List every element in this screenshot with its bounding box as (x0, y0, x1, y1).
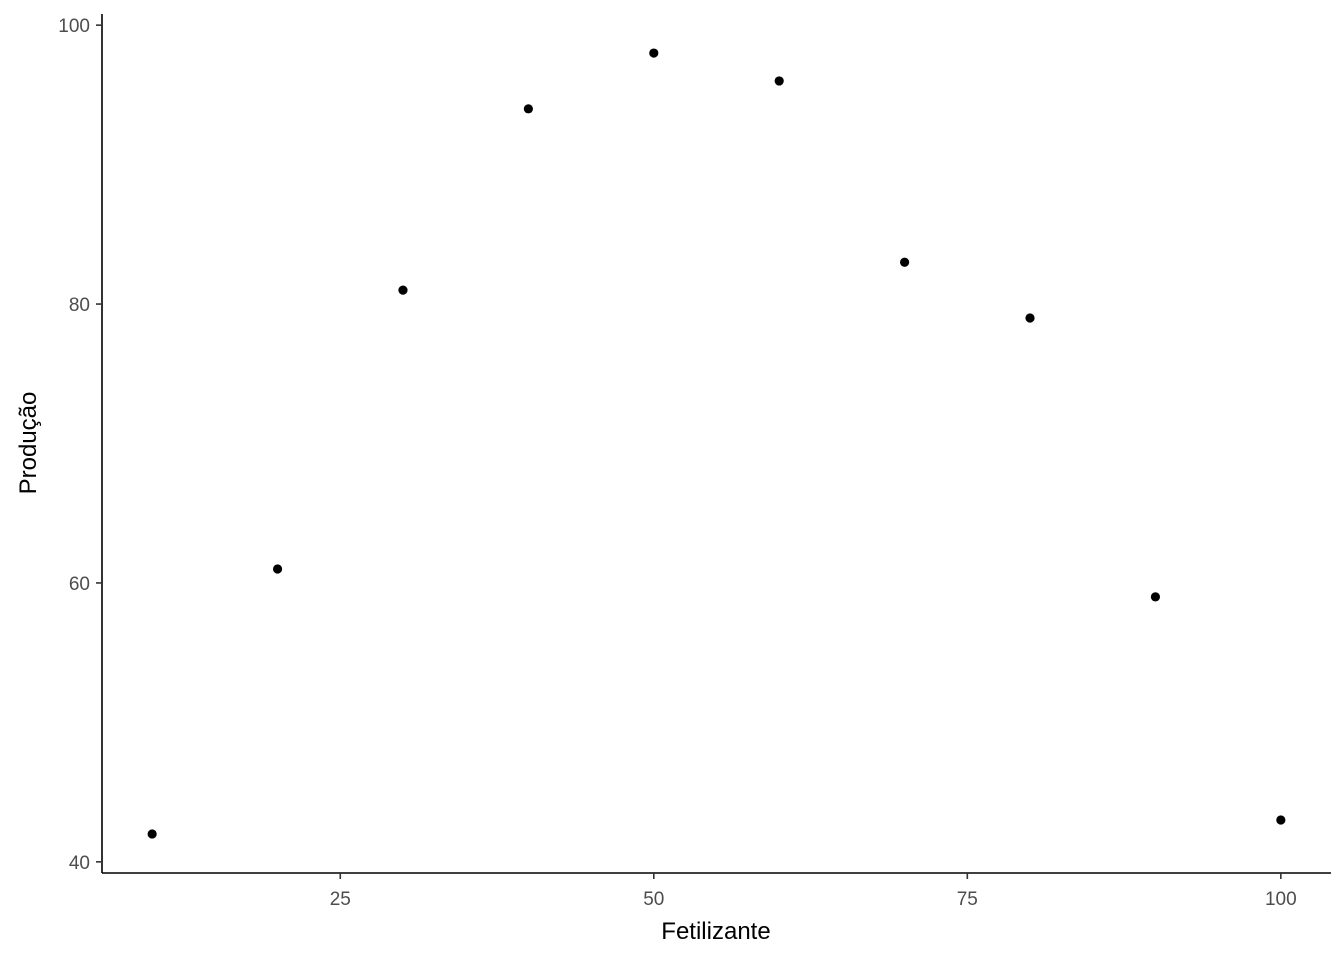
data-point (1150, 592, 1161, 602)
plot-area (147, 48, 1286, 839)
y-axis-ticks: 40 60 80 100 (58, 16, 102, 874)
data-point (147, 829, 157, 839)
data-point (523, 104, 533, 114)
y-tick-label: 40 (69, 853, 90, 874)
data-point (774, 76, 784, 86)
data-point (1025, 313, 1035, 323)
x-tick-label: 25 (330, 889, 351, 910)
y-axis-title: Produção (15, 392, 42, 495)
x-tick-label: 100 (1265, 889, 1297, 910)
x-axis-ticks: 25 50 75 100 (330, 873, 1297, 910)
x-tick-label: 50 (643, 889, 664, 910)
data-point (1276, 815, 1286, 825)
data-point (272, 564, 283, 574)
data-point (649, 48, 659, 58)
data-point (398, 285, 408, 295)
y-tick-label: 60 (69, 574, 90, 595)
x-axis-title: Fetilizante (661, 918, 770, 945)
x-tick-label: 75 (957, 889, 978, 910)
y-tick-label: 80 (69, 295, 90, 316)
data-point (900, 257, 910, 267)
y-tick-label: 100 (58, 16, 90, 37)
